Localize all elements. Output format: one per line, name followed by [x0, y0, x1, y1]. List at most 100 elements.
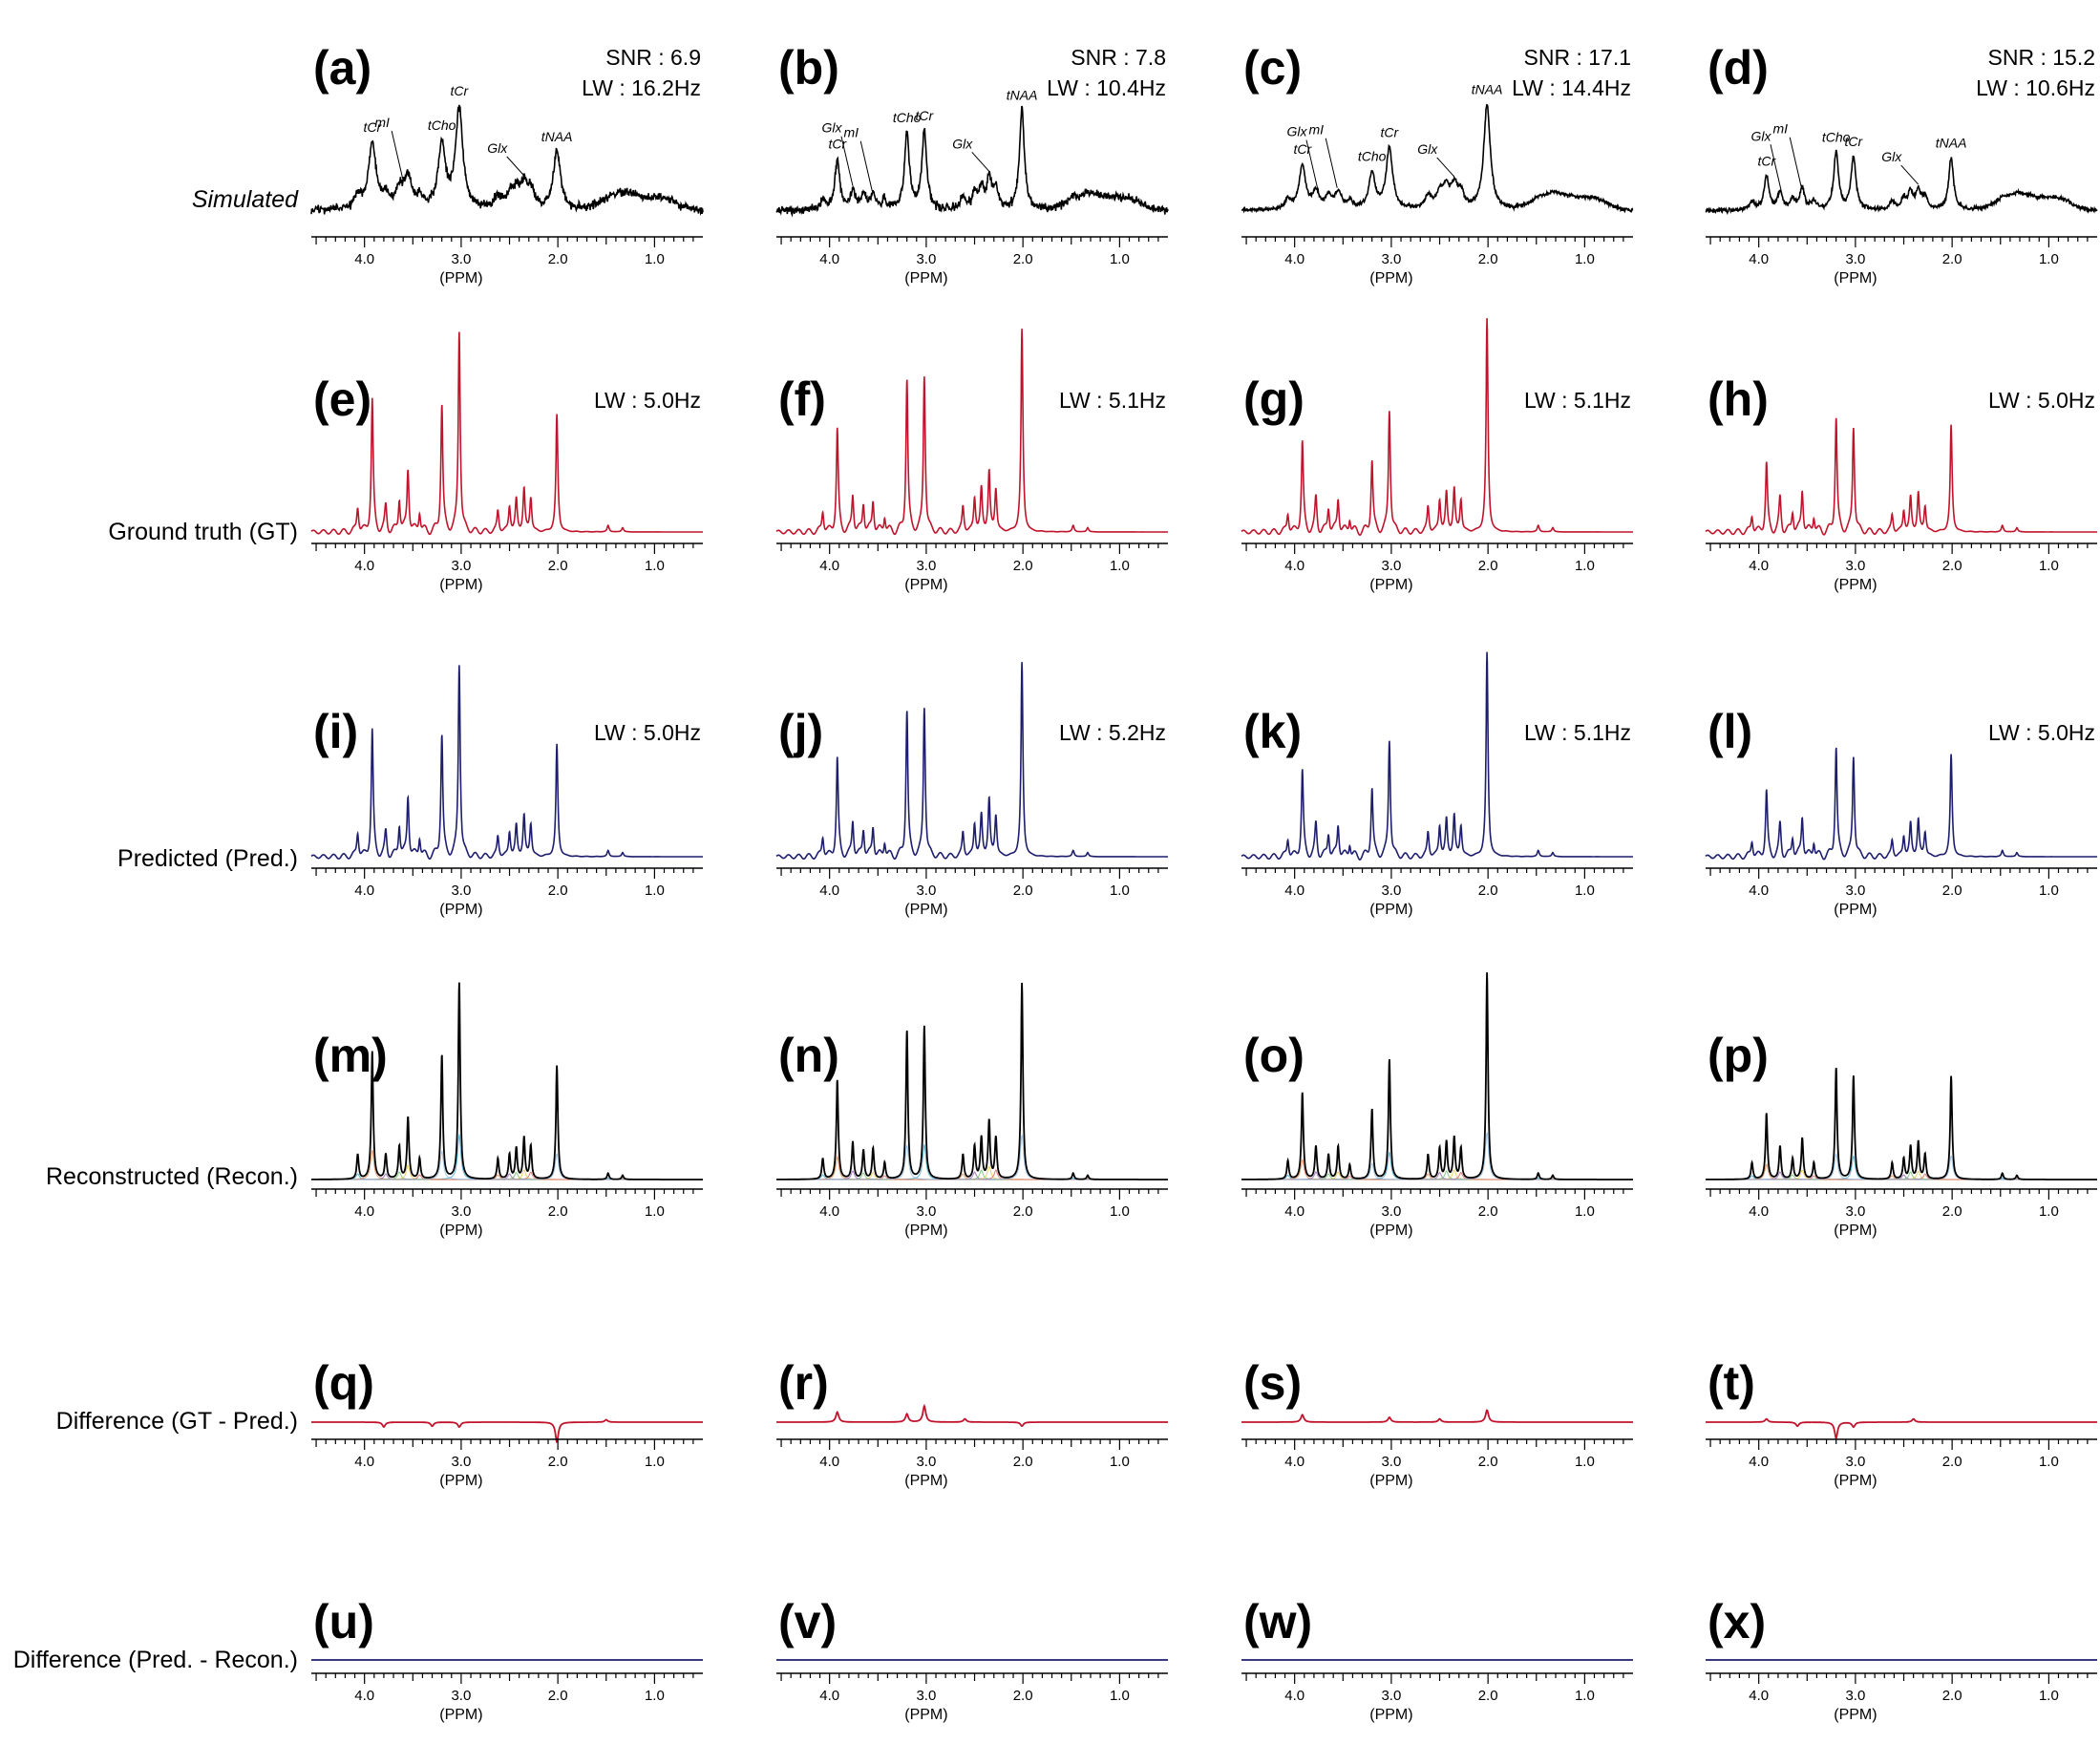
x-axis-title: (PPM) [904, 577, 947, 593]
panel-q: (q) 4.0 3.0 2.0 1.0 (PPM) [311, 1356, 703, 1489]
x-axis-title: (PPM) [1834, 902, 1877, 918]
x-axis: 4.0 3.0 2.0 1.0 (PPM) [1241, 1188, 1633, 1239]
x-tick-label: 1.0 [645, 1203, 665, 1220]
x-tick-label: 2.0 [548, 251, 568, 267]
panel-k: (k) LW : 5.1Hz 4.0 3.0 2.0 1.0 (PPM) [1241, 651, 1633, 918]
panel-label: (t) [1708, 1356, 1755, 1410]
panel-f: (f) LW : 5.1Hz 4.0 3.0 2.0 1.0 (PPM) [775, 329, 1168, 593]
x-tick-label: 3.0 [916, 1688, 936, 1704]
panel-label: (b) [778, 41, 839, 95]
x-tick-label: 3.0 [451, 558, 471, 574]
x-tick-label: 2.0 [1013, 1688, 1033, 1704]
x-tick-label: 1.0 [1575, 1203, 1595, 1220]
x-axis: 4.0 3.0 2.0 1.0 (PPM) [1241, 1672, 1633, 1723]
x-axis: 4.0 3.0 2.0 1.0 (PPM) [311, 1438, 703, 1489]
simulated-spectrum-line [310, 104, 704, 216]
x-axis-title: (PPM) [1369, 902, 1412, 918]
snr-value: SNR : 15.2 [1988, 45, 2096, 70]
simulated-spectrum-line [775, 105, 1169, 218]
x-axis-title: (PPM) [904, 902, 947, 918]
panel-label: (a) [313, 41, 371, 95]
peak-label-mi: mI [1772, 121, 1788, 137]
x-tick-label: 1.0 [2039, 1688, 2059, 1704]
panel-label: (i) [313, 705, 358, 758]
row-label-ground-truth: Ground truth (GT) [108, 519, 298, 545]
linewidth-value: LW : 16.2Hz [582, 75, 701, 100]
panel-label: (r) [778, 1356, 829, 1410]
x-tick-label: 4.0 [1284, 1203, 1305, 1220]
x-tick-label: 4.0 [1749, 1454, 1769, 1470]
x-tick-label: 1.0 [2039, 1454, 2059, 1470]
peak-label-tcr: tCr [1845, 134, 1864, 149]
peak-label-mi: mI [843, 125, 859, 140]
panel-label: (m) [313, 1029, 388, 1082]
x-tick-label: 3.0 [1845, 1454, 1865, 1470]
x-tick-label: 3.0 [1381, 251, 1401, 267]
x-tick-label: 2.0 [1942, 558, 1962, 574]
x-tick-label: 2.0 [548, 883, 568, 899]
panel-label: (l) [1708, 705, 1752, 758]
x-tick-label: 3.0 [451, 251, 471, 267]
x-axis: 4.0 3.0 2.0 1.0 (PPM) [311, 867, 703, 918]
predicted-spectrum-line [310, 665, 703, 861]
peak-label-mi: mI [1308, 122, 1324, 138]
x-tick-label: 3.0 [916, 1454, 936, 1470]
x-axis: 4.0 3.0 2.0 1.0 (PPM) [776, 236, 1168, 287]
x-tick-label: 1.0 [1575, 558, 1595, 574]
x-tick-label: 1.0 [645, 1688, 665, 1704]
x-tick-label: 2.0 [548, 1454, 568, 1470]
x-axis-title: (PPM) [904, 1707, 947, 1723]
ground-truth-spectrum-line [1241, 318, 1633, 536]
x-tick-label: 2.0 [1942, 1688, 1962, 1704]
x-tick-label: 4.0 [1284, 251, 1305, 267]
x-tick-label: 2.0 [1478, 1203, 1498, 1220]
snr-value: SNR : 6.9 [605, 45, 701, 70]
x-tick-label: 1.0 [1575, 883, 1595, 899]
linewidth-value: LW : 5.0Hz [594, 720, 701, 745]
x-axis: 4.0 3.0 2.0 1.0 (PPM) [311, 1672, 703, 1723]
x-tick-label: 2.0 [1013, 1454, 1033, 1470]
panel-label: (u) [313, 1595, 374, 1648]
x-tick-label: 4.0 [819, 558, 839, 574]
x-axis: 4.0 3.0 2.0 1.0 (PPM) [311, 236, 703, 287]
panel-m: (m) 4.0 3.0 2.0 1.0 (PPM) [311, 982, 703, 1239]
x-axis-title: (PPM) [1369, 1707, 1412, 1723]
x-tick-label: 1.0 [1110, 251, 1130, 267]
x-tick-label: 1.0 [2039, 883, 2059, 899]
peak-leader-line [391, 130, 404, 181]
x-tick-label: 1.0 [645, 1454, 665, 1470]
x-axis: 4.0 3.0 2.0 1.0 (PPM) [1706, 236, 2097, 287]
x-tick-label: 2.0 [1013, 1203, 1033, 1220]
x-tick-label: 1.0 [2039, 558, 2059, 574]
peak-leader-line [1325, 138, 1338, 188]
panel-label: (o) [1243, 1029, 1305, 1082]
panel-j: (j) LW : 5.2Hz 4.0 3.0 2.0 1.0 (PPM) [775, 662, 1168, 918]
x-axis: 4.0 3.0 2.0 1.0 (PPM) [311, 542, 703, 593]
peak-leader-line [971, 151, 990, 172]
x-tick-label: 2.0 [1478, 883, 1498, 899]
x-axis-title: (PPM) [1369, 577, 1412, 593]
x-tick-label: 4.0 [1284, 558, 1305, 574]
x-tick-label: 1.0 [1110, 883, 1130, 899]
x-axis-title: (PPM) [904, 270, 947, 287]
predicted-spectrum-line [775, 662, 1168, 860]
linewidth-value: LW : 5.0Hz [594, 388, 701, 413]
difference-gt-pred-line [776, 1403, 1168, 1427]
linewidth-value: LW : 5.2Hz [1059, 720, 1166, 745]
peak-label-glx: Glx [1750, 128, 1771, 143]
x-axis: 4.0 3.0 2.0 1.0 (PPM) [776, 1438, 1168, 1489]
panel-w: (w) 4.0 3.0 2.0 1.0 (PPM) [1241, 1595, 1633, 1723]
panel-l: (l) LW : 5.0Hz 4.0 3.0 2.0 1.0 (PPM) [1705, 705, 2097, 918]
x-tick-label: 2.0 [1942, 883, 1962, 899]
x-tick-label: 3.0 [1381, 1688, 1401, 1704]
ground-truth-spectrum-line [1705, 417, 2097, 536]
x-tick-label: 3.0 [1845, 1688, 1865, 1704]
x-axis: 4.0 3.0 2.0 1.0 (PPM) [1241, 1438, 1633, 1489]
linewidth-value: LW : 5.1Hz [1059, 388, 1166, 413]
x-tick-label: 2.0 [548, 1688, 568, 1704]
x-tick-label: 1.0 [1110, 1454, 1130, 1470]
x-axis-title: (PPM) [439, 1223, 482, 1239]
x-axis-title: (PPM) [1834, 1707, 1877, 1723]
